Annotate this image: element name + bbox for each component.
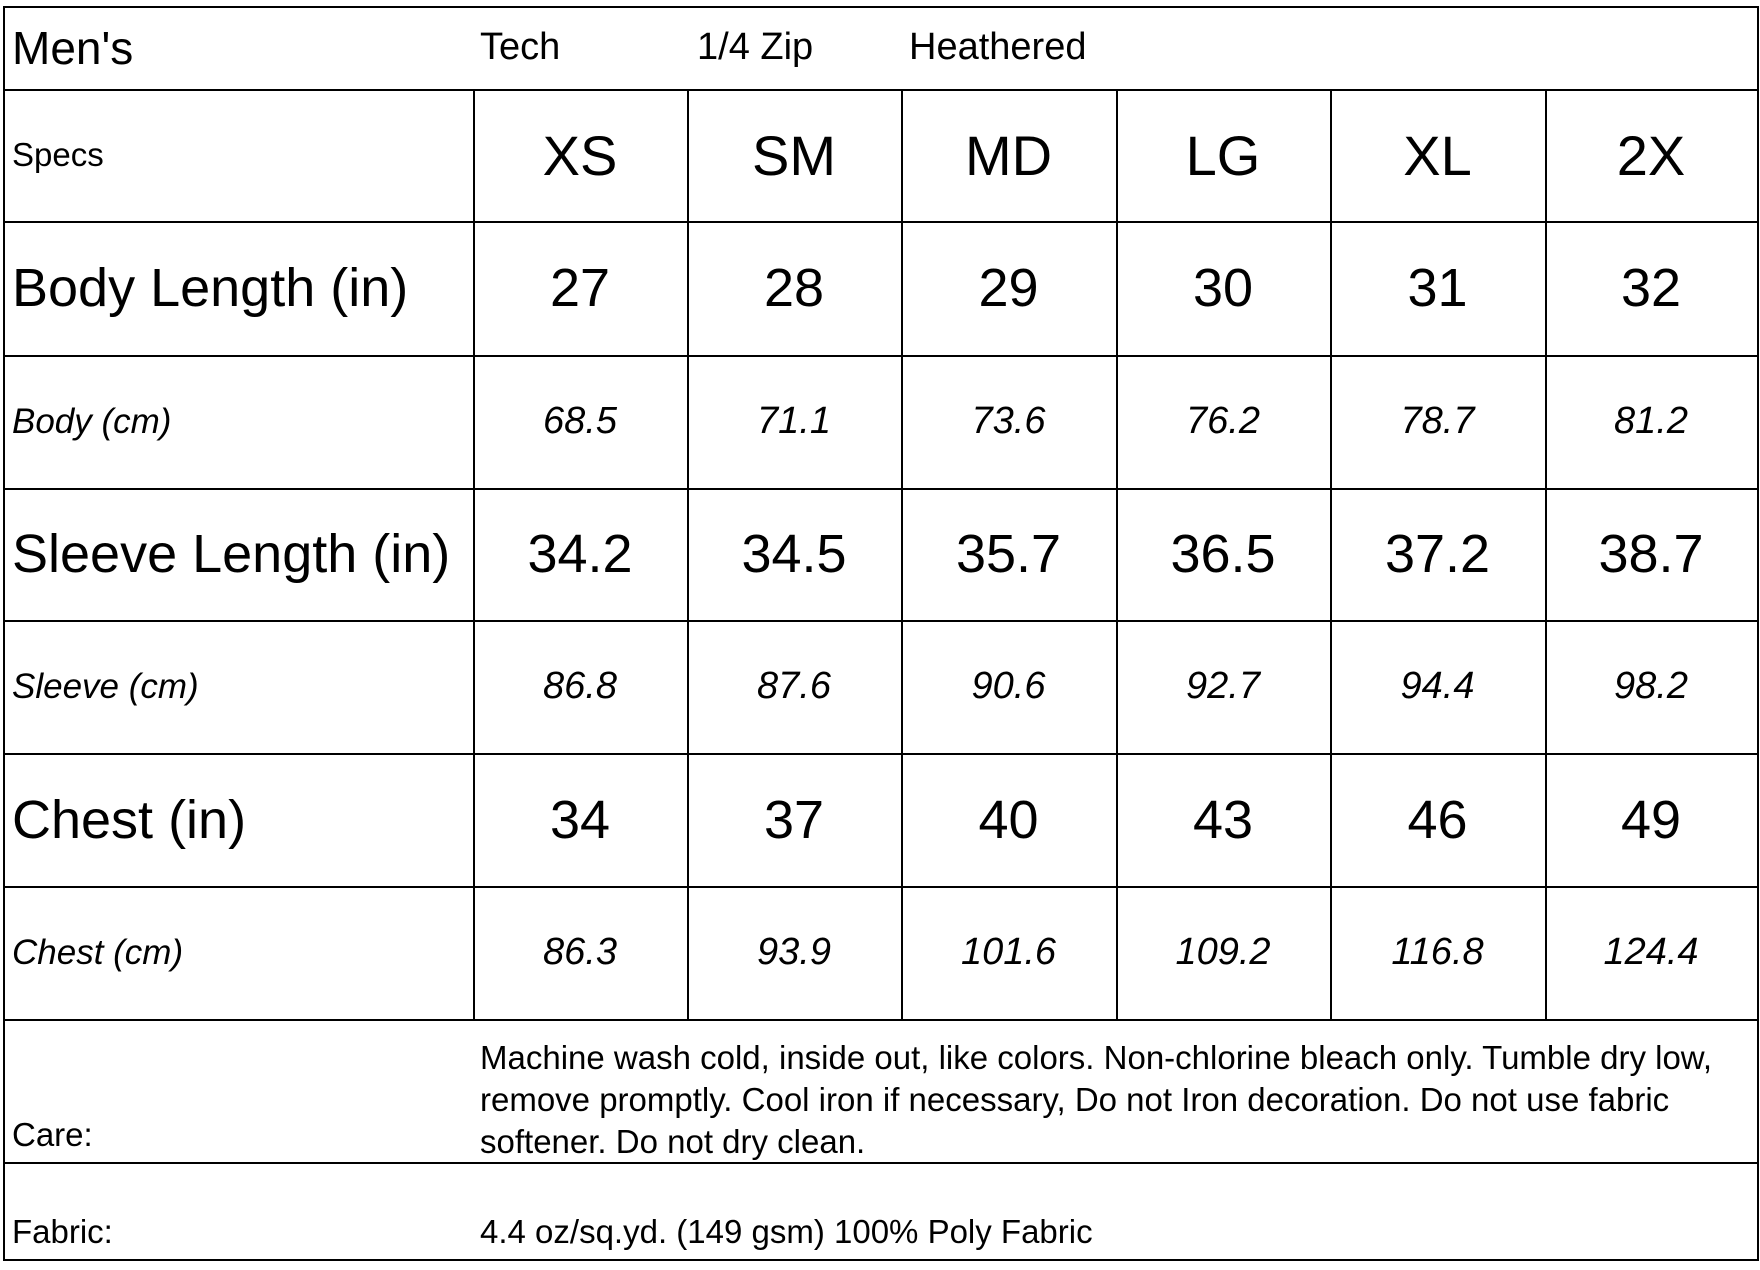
spec-value: 92.7: [1186, 665, 1260, 707]
h-rule: [3, 89, 1759, 91]
title: Men's: [12, 21, 134, 74]
spec-value: 78.7: [1400, 400, 1475, 442]
row-label: Body (cm): [12, 401, 172, 441]
column-header: 2X: [1616, 123, 1686, 187]
care-label: Care:: [12, 1116, 93, 1153]
h-rule: [3, 620, 1759, 622]
v-rule: [1757, 6, 1759, 1261]
spec-value: 37: [763, 789, 825, 850]
spec-value: 38.7: [1598, 524, 1704, 584]
spec-value: 34.5: [741, 524, 847, 584]
spec-value: 36.5: [1170, 524, 1276, 584]
spec-value: 31: [1407, 258, 1468, 318]
spec-value: 28: [763, 258, 825, 318]
spec-value: 81.2: [1614, 400, 1688, 442]
column-header: SM: [752, 123, 836, 187]
spec-value: 46: [1407, 789, 1468, 850]
v-rule: [1330, 89, 1332, 1019]
row-label: Chest (in): [12, 789, 247, 850]
spec-value: 109.2: [1175, 931, 1271, 973]
spec-value: 34.2: [527, 524, 633, 584]
spec-value: 87.6: [757, 665, 831, 707]
tag: Tech: [480, 26, 561, 68]
v-rule: [1116, 89, 1118, 1019]
h-rule: [3, 6, 1759, 8]
column-header: XL: [1403, 123, 1472, 187]
spec-value: 73.6: [971, 400, 1046, 442]
h-rule: [3, 1162, 1759, 1164]
column-header: Specs: [12, 136, 104, 173]
spec-value: 71.1: [757, 400, 831, 442]
spec-value: 32: [1620, 258, 1682, 318]
spec-value: 30: [1192, 258, 1254, 318]
spec-value: 94.4: [1400, 665, 1475, 707]
spec-value: 34: [549, 789, 611, 850]
h-rule: [3, 1259, 1759, 1261]
tag: Heathered: [909, 26, 1087, 68]
spec-value: 86.8: [543, 665, 617, 707]
spec-value: 35.7: [955, 524, 1062, 584]
spec-value: 27: [549, 258, 611, 318]
spec-value: 29: [978, 258, 1039, 318]
h-rule: [3, 221, 1759, 223]
spec-value: 86.3: [543, 931, 617, 973]
h-rule: [3, 886, 1759, 888]
spec-value: 124.4: [1603, 931, 1699, 973]
h-rule: [3, 1019, 1759, 1021]
spec-value: 76.2: [1186, 400, 1260, 442]
h-rule: [3, 355, 1759, 357]
spec-value: 90.6: [971, 665, 1046, 707]
fabric-label: Fabric:: [12, 1213, 113, 1250]
column-header: LG: [1185, 123, 1261, 187]
h-rule: [3, 488, 1759, 490]
spec-value: 37.2: [1384, 524, 1491, 584]
v-rule: [1545, 89, 1547, 1019]
h-rule: [3, 753, 1759, 755]
column-header: XS: [542, 123, 618, 187]
v-rule: [3, 6, 5, 1261]
care-text: Machine wash cold, inside out, like colo…: [480, 1039, 1712, 1160]
spec-value: 98.2: [1614, 665, 1688, 707]
row-label: Sleeve (cm): [12, 666, 199, 706]
spec-value: 49: [1620, 789, 1682, 850]
spec-value: 101.6: [960, 931, 1057, 973]
spec-value: 43: [1192, 789, 1254, 850]
spec-value: 40: [978, 789, 1039, 850]
tag: 1/4 Zip: [697, 26, 814, 68]
row-label: Sleeve Length (in): [12, 524, 451, 584]
v-rule: [687, 89, 689, 1019]
spec-value: 93.9: [757, 931, 831, 973]
fabric-text: 4.4 oz/sq.yd. (149 gsm) 100% Poly Fabric: [480, 1213, 1093, 1250]
v-rule: [901, 89, 903, 1019]
row-label: Chest (cm): [12, 932, 184, 972]
v-rule: [473, 89, 475, 1019]
spec-value: 116.8: [1391, 931, 1484, 973]
column-header: MD: [964, 123, 1053, 187]
spec-value: 68.5: [543, 400, 617, 442]
row-label: Body Length (in): [12, 258, 409, 318]
